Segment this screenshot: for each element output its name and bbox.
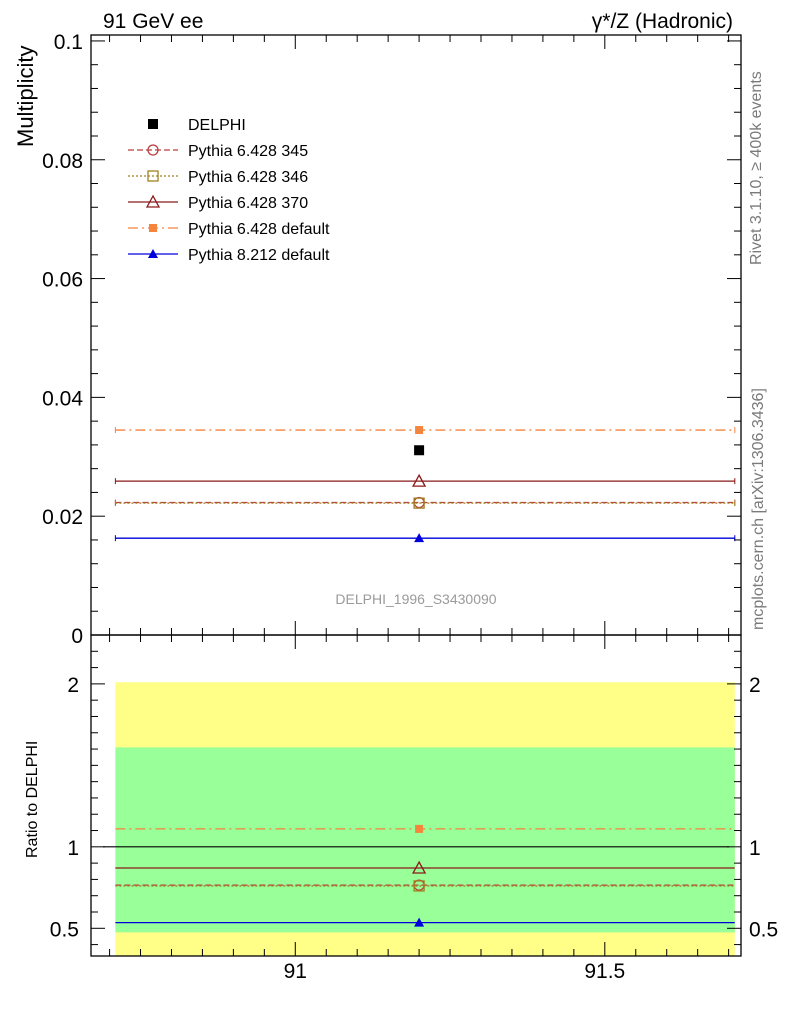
- main-y-tick-label: 0.08: [42, 150, 83, 173]
- legend-label-py6_346: Pythia 6.428 346: [188, 169, 308, 186]
- legend-label-py6_370: Pythia 6.428 370: [188, 195, 308, 212]
- ratio-y-tick-label-left: 0.5: [50, 918, 79, 941]
- main-y-tick-label: 0.02: [42, 506, 83, 529]
- ratio-marker-py6_370: [412, 860, 427, 874]
- legend-label-py6_default: Pythia 6.428 default: [188, 221, 330, 238]
- legend-marker-py6_default: [149, 224, 157, 232]
- ratio-band-layer: [115, 682, 735, 956]
- plot-title-right: γ*/Z (Hadronic): [592, 10, 733, 33]
- ratio-x-tick-label: 91: [284, 960, 307, 983]
- main-y-tick-label: 0.04: [42, 387, 83, 410]
- plot-title-left: 91 GeV ee: [103, 10, 203, 33]
- ratio-y-tick-label-right: 2: [749, 674, 761, 697]
- main-marker-py6_370: [412, 473, 427, 487]
- ratio-x-tick-label: 91.5: [584, 960, 625, 983]
- legend-marker-py6_370: [145, 194, 161, 208]
- legend-label-py8_default: Pythia 8.212 default: [188, 247, 330, 264]
- main-y-axis-label: Multiplicity: [13, 46, 38, 147]
- ratio-y-axis-label: Ratio to DELPHI: [24, 741, 41, 858]
- legend: DELPHI Pythia 6.428 345 Pythia 6.428 346 Py…: [128, 117, 330, 264]
- ratio-y-tick-label-left: 2: [67, 674, 79, 697]
- ratio-frame: [90, 634, 742, 957]
- ratio-plot-layer: [103, 824, 735, 927]
- main-y-tick-label: 0.06: [42, 269, 83, 292]
- legend-label-py6_345: Pythia 6.428 345: [188, 143, 308, 160]
- main-y-tick-label: 0.1: [54, 31, 83, 54]
- ratio-marker-py6_346: [413, 880, 425, 892]
- main-marker-py6_default: [415, 426, 424, 435]
- ratio-y-tick-label-right: 0.5: [749, 918, 778, 941]
- main-marker-py8_default: [414, 533, 425, 543]
- main-plot-layer: [114, 426, 736, 543]
- ratio-marker-py6_default: [415, 824, 424, 833]
- ratio-band-inner: [115, 747, 735, 933]
- mcplots-label: mcplots.cern.ch [arXiv:1306.3436]: [750, 388, 767, 630]
- analysis-id: DELPHI_1996_S3430090: [335, 591, 496, 607]
- legend-marker-py8_default: [148, 249, 158, 258]
- main-marker-py6_346: [413, 497, 425, 509]
- ratio-y-tick-label-left: 1: [67, 837, 79, 860]
- legend-label-data: DELPHI: [188, 117, 246, 134]
- main-marker-data: [414, 445, 425, 456]
- ratio-marker-py8_default: [414, 917, 425, 927]
- axes-layer: 0 0.02 0.04 0.06 0.08 0.1 91 91.5 0.5 0.5 1 1 2 2: [42, 31, 778, 983]
- legend-marker-data: [148, 119, 158, 129]
- legend-marker-py6_346: [147, 170, 159, 182]
- legend-marker-py6_345: [147, 144, 159, 156]
- main-y-tick-label: 0: [71, 625, 83, 648]
- rivet-label: Rivet 3.1.10, ≥ 400k events: [748, 71, 765, 265]
- ratio-y-tick-label-right: 1: [749, 837, 761, 860]
